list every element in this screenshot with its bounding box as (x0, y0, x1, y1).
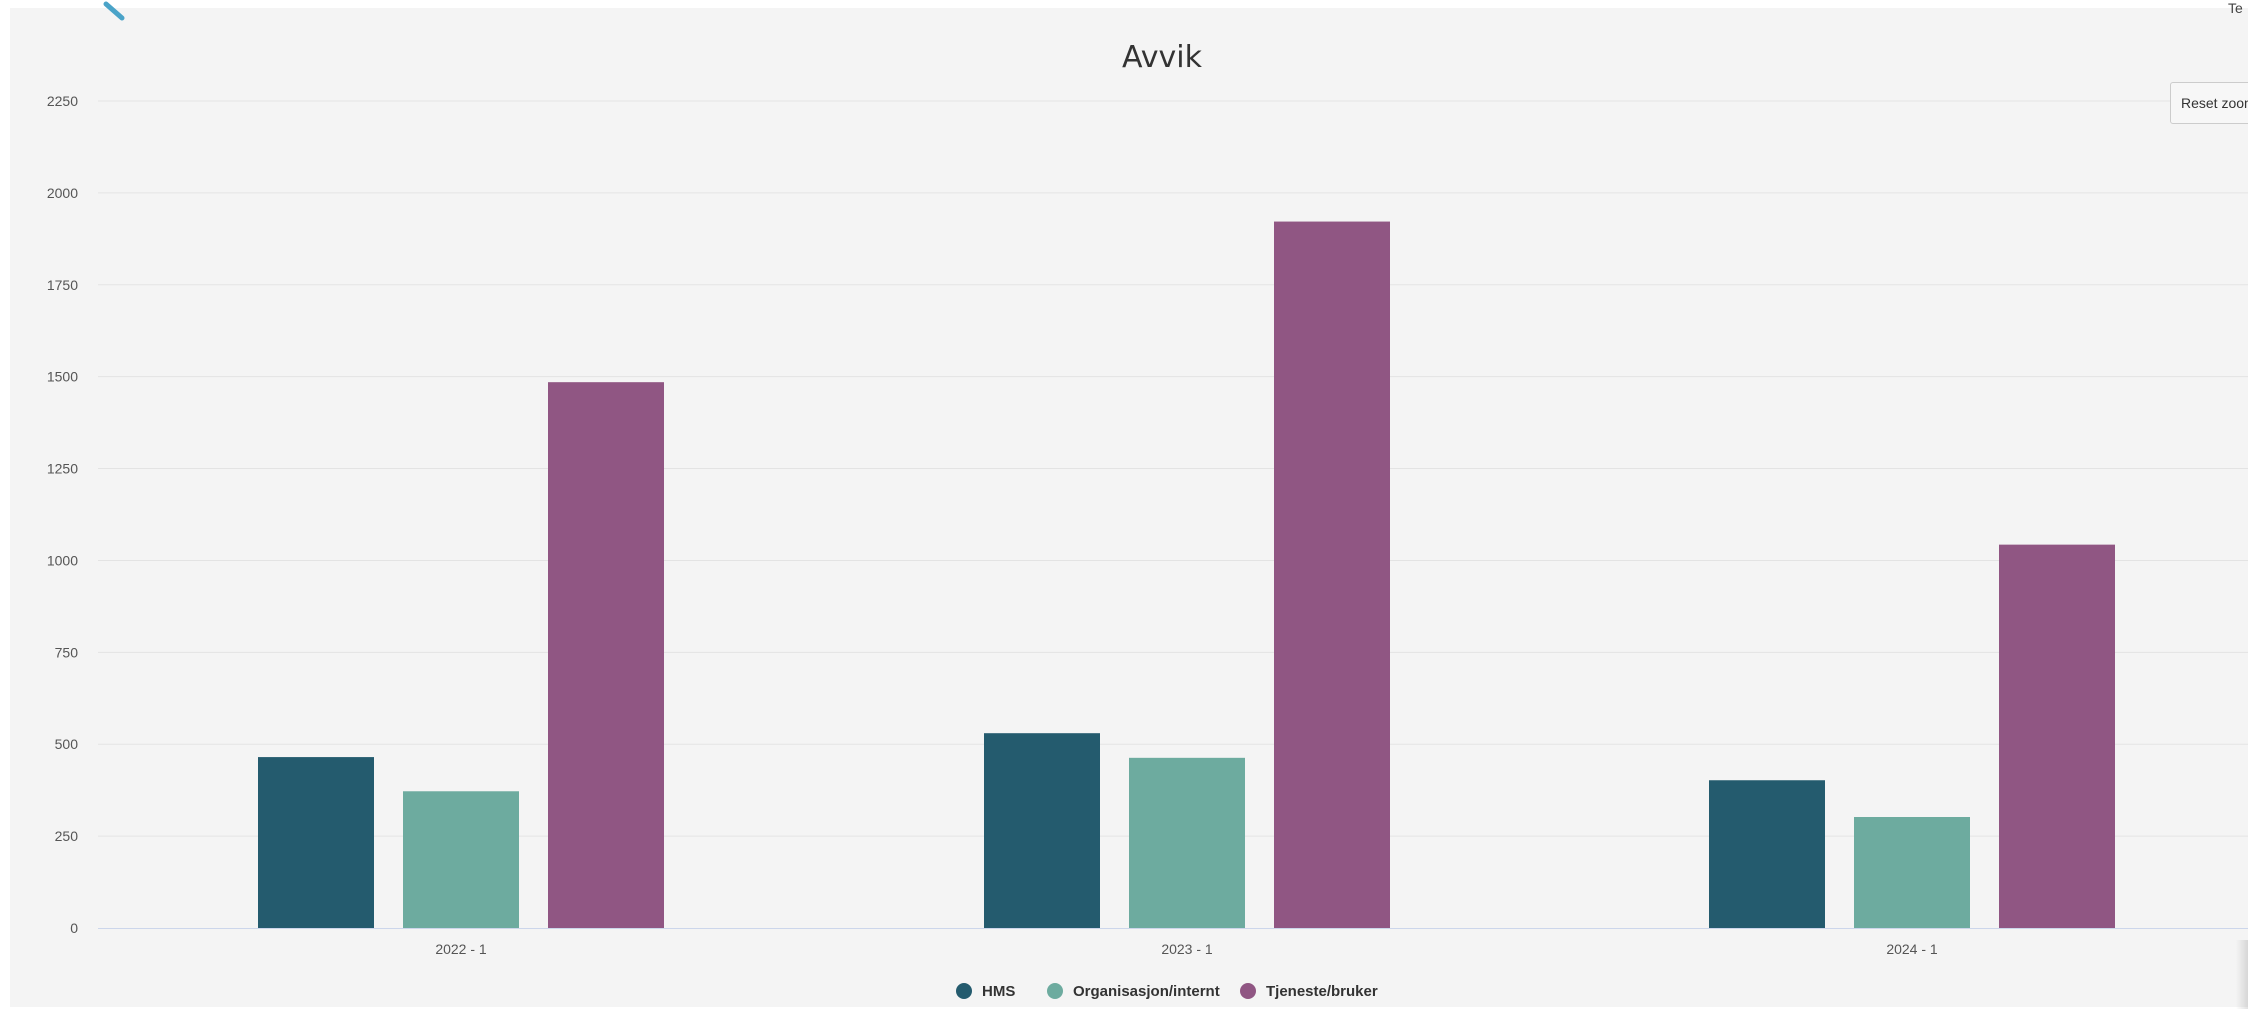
top-right-label-fragment: Te (2228, 0, 2243, 16)
y-tick-label: 250 (55, 828, 79, 844)
reset-zoom-button[interactable]: Reset zoom (2170, 82, 2248, 124)
legend-marker (956, 983, 972, 999)
y-tick-label: 2000 (47, 185, 78, 201)
legend: HMS Organisasjon/internt Tjeneste/bruker (956, 983, 1378, 1000)
y-tick-label: 750 (55, 644, 79, 660)
legend-marker (1047, 983, 1063, 999)
x-tick-label: 2022 - 1 (435, 941, 487, 957)
legend-item-organisasjon-internt[interactable]: Organisasjon/internt (1047, 983, 1220, 1000)
legend-label: Tjeneste/bruker (1266, 983, 1378, 1000)
bar-tjeneste-bruker-2[interactable] (1999, 544, 2115, 928)
legend-marker (1240, 983, 1256, 999)
bar-organisasjon-internt-2[interactable] (1854, 816, 1970, 928)
y-tick-label: 2250 (47, 93, 78, 109)
legend-label: HMS (982, 983, 1015, 1000)
x-axis-ticks: 2022 - 1 2023 - 1 2024 - 1 (435, 941, 1938, 957)
legend-label: Organisasjon/internt (1073, 983, 1220, 1000)
right-edge-shadow (2236, 940, 2248, 1009)
y-tick-label: 500 (55, 736, 79, 752)
bar-hms-0[interactable] (258, 757, 374, 928)
bar-tjeneste-bruker-0[interactable] (548, 382, 664, 928)
chart-title: Avvik (1122, 40, 1203, 75)
bars (258, 221, 2115, 928)
grid-lines (98, 100, 2248, 837)
bar-organisasjon-internt-1[interactable] (1129, 757, 1245, 928)
x-tick-label: 2023 - 1 (1161, 941, 1213, 957)
back-arrow-icon[interactable] (100, 0, 130, 24)
y-axis-ticks: 0 250 500 750 1000 1250 1500 1750 2000 2250 (47, 93, 78, 936)
y-tick-label: 0 (70, 920, 78, 936)
bar-tjeneste-bruker-1[interactable] (1274, 221, 1390, 928)
bar-organisasjon-internt-0[interactable] (403, 791, 519, 928)
bar-hms-1[interactable] (984, 733, 1100, 928)
legend-item-tjeneste-bruker[interactable]: Tjeneste/bruker (1240, 983, 1378, 1000)
bar-hms-2[interactable] (1709, 780, 1825, 928)
y-tick-label: 1250 (47, 461, 78, 477)
x-tick-label: 2024 - 1 (1886, 941, 1938, 957)
y-tick-label: 1750 (47, 277, 78, 293)
legend-item-hms[interactable]: HMS (956, 983, 1015, 1000)
y-tick-label: 1500 (47, 369, 78, 385)
y-tick-label: 1000 (47, 552, 78, 568)
